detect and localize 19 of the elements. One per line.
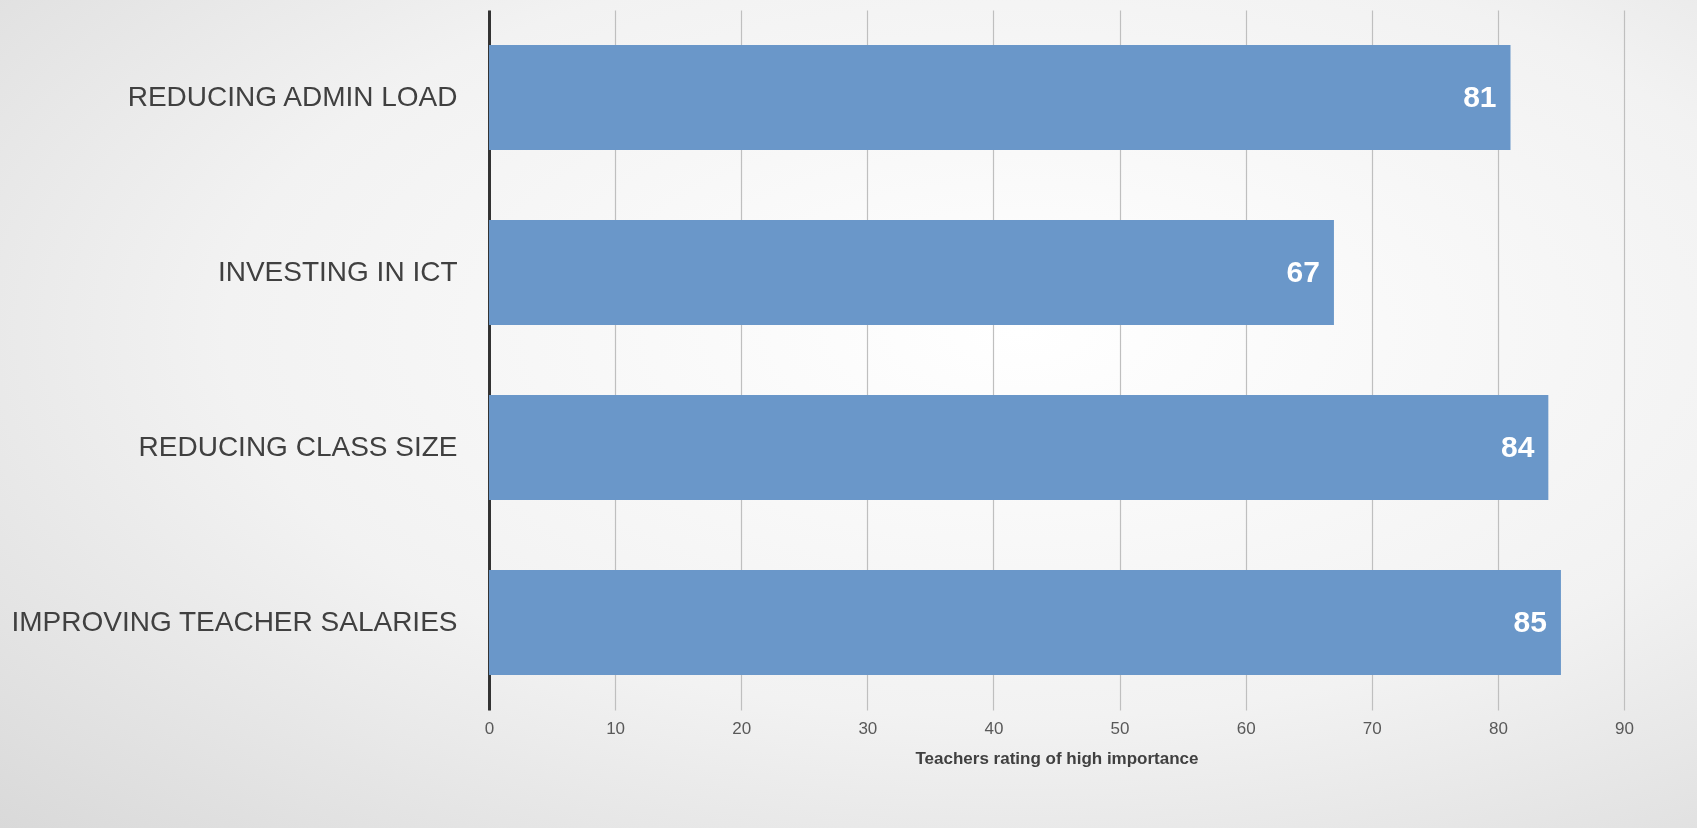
data-label: 85	[1513, 604, 1547, 638]
x-axis-title: Teachers rating of high importance	[915, 748, 1199, 768]
x-tick-label: 0	[484, 718, 495, 738]
x-tick-label: 70	[1362, 718, 1382, 738]
data-label: 81	[1463, 79, 1497, 113]
x-tick-label: 40	[984, 718, 1004, 738]
y-tick-label: IMPROVING TEACHER SALARIES	[11, 605, 458, 637]
y-tick-label: REDUCING ADMIN LOAD	[127, 80, 458, 112]
x-tick-label: 20	[732, 718, 752, 738]
x-tick-label: 50	[1110, 718, 1130, 738]
data-label: 67	[1286, 254, 1320, 288]
x-tick-label: 60	[1236, 718, 1256, 738]
x-tick-label: 10	[606, 718, 626, 738]
x-tick-label: 90	[1615, 718, 1634, 738]
y-tick-label: INVESTING IN ICT	[217, 255, 458, 287]
y-tick-label: REDUCING CLASS SIZE	[138, 430, 458, 462]
x-tick-label: 30	[858, 718, 878, 738]
x-tick-label: 80	[1488, 718, 1508, 738]
data-label: 84	[1500, 429, 1535, 463]
